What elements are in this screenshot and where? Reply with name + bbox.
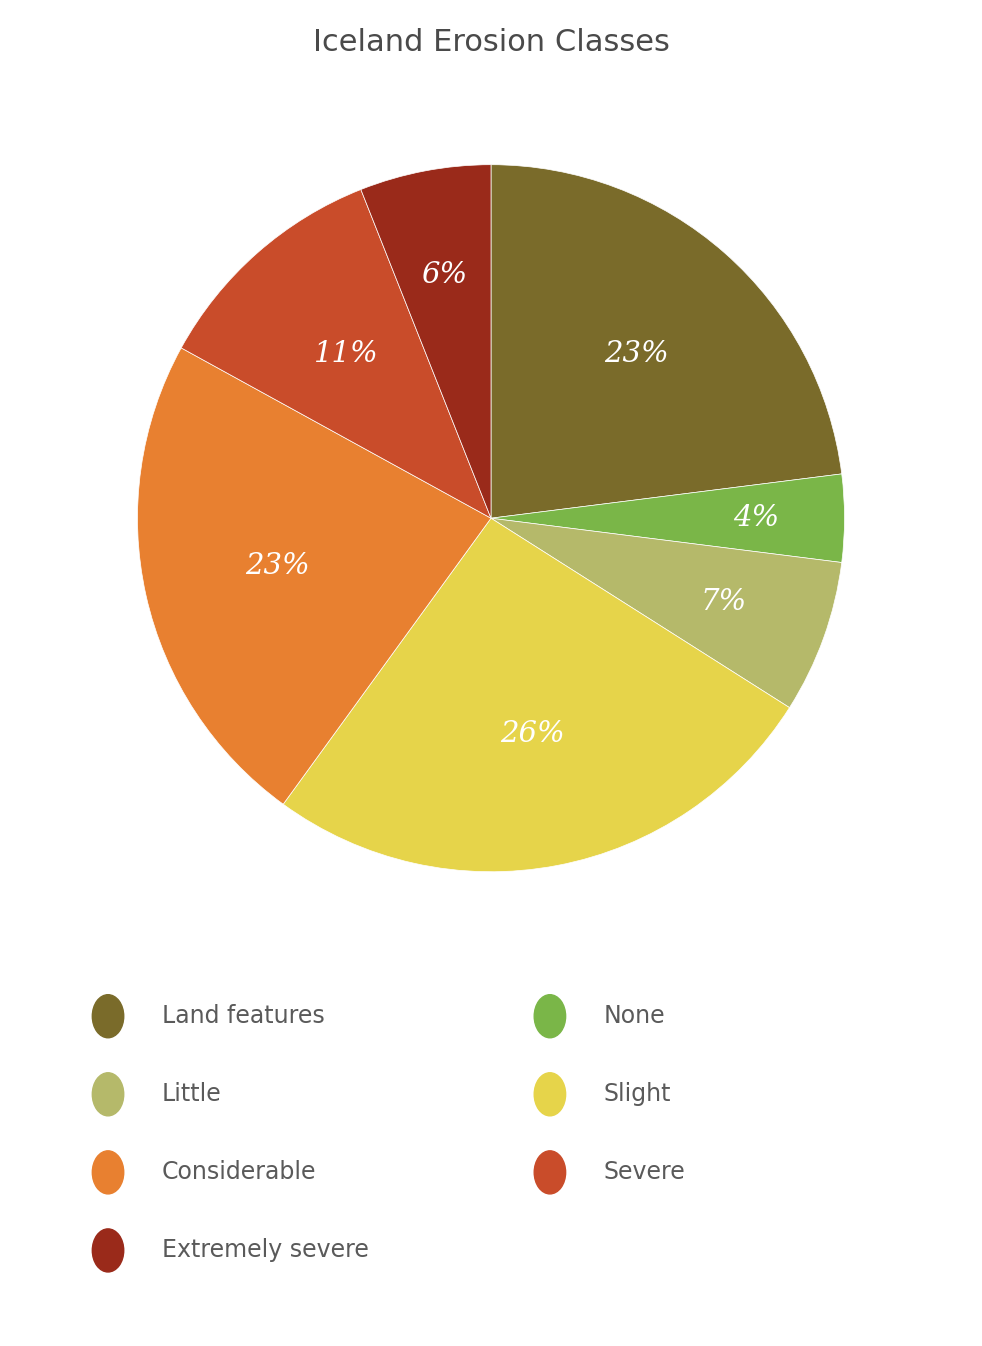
Title: Iceland Erosion Classes: Iceland Erosion Classes — [312, 28, 670, 58]
Text: 4%: 4% — [734, 505, 779, 532]
Text: 23%: 23% — [604, 339, 669, 367]
Text: 23%: 23% — [245, 552, 309, 580]
Text: 7%: 7% — [701, 588, 747, 616]
Wedge shape — [182, 190, 491, 518]
Wedge shape — [360, 164, 491, 518]
Text: Considerable: Considerable — [162, 1160, 316, 1184]
Wedge shape — [491, 474, 845, 563]
Wedge shape — [491, 164, 842, 518]
Text: 11%: 11% — [313, 339, 378, 367]
Wedge shape — [283, 518, 790, 872]
Wedge shape — [491, 518, 842, 708]
Text: Little: Little — [162, 1082, 222, 1106]
Wedge shape — [137, 347, 491, 804]
Text: 26%: 26% — [500, 720, 565, 747]
Text: Land features: Land features — [162, 1004, 325, 1028]
Text: None: None — [604, 1004, 666, 1028]
Text: 6%: 6% — [421, 261, 467, 289]
Text: Slight: Slight — [604, 1082, 672, 1106]
Text: Severe: Severe — [604, 1160, 685, 1184]
Text: Extremely severe: Extremely severe — [162, 1238, 369, 1263]
